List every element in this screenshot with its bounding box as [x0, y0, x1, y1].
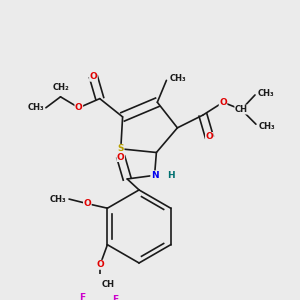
Text: O: O	[89, 72, 97, 81]
Text: CH₃: CH₃	[28, 103, 44, 112]
Text: O: O	[219, 98, 227, 107]
Text: O: O	[96, 260, 104, 269]
Text: H: H	[167, 171, 175, 180]
Text: O: O	[83, 199, 91, 208]
Text: O: O	[75, 103, 83, 112]
Text: CH: CH	[102, 280, 115, 290]
Text: CH₃: CH₃	[259, 122, 275, 130]
Text: CH₃: CH₃	[50, 195, 66, 204]
Text: CH₂: CH₂	[52, 83, 69, 92]
Text: S: S	[118, 144, 124, 153]
Text: O: O	[206, 133, 213, 142]
Text: N: N	[151, 171, 158, 180]
Text: F: F	[112, 295, 118, 300]
Text: CH: CH	[235, 105, 248, 114]
Text: CH₃: CH₃	[170, 74, 187, 83]
Text: F: F	[79, 293, 85, 300]
Text: CH₃: CH₃	[258, 88, 274, 98]
Text: O: O	[117, 153, 125, 162]
